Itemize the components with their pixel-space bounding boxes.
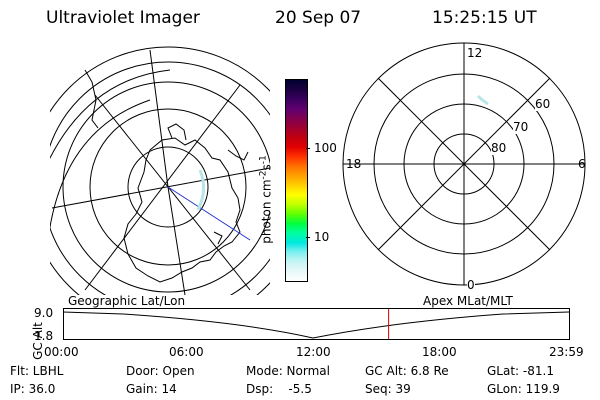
mlt-label-18: 18: [346, 157, 362, 171]
timeline-tick-0600: 06:00: [169, 345, 204, 359]
date-label: 20 Sep 07: [275, 8, 362, 28]
instrument-title: Ultraviolet Imager: [46, 8, 200, 28]
geographic-map: [50, 46, 270, 295]
lat-circle: [50, 46, 270, 295]
lat-circle: [62, 81, 270, 293]
lon-line: [167, 186, 186, 295]
lat-circle: [127, 146, 209, 228]
colorbar-tick-mark: [306, 148, 310, 149]
mlt-label-12: 12: [467, 46, 483, 60]
ip-info: IP: 36.0: [10, 382, 56, 396]
timeline-tick-1800: 18:00: [422, 345, 457, 359]
sun-direction-line: [167, 186, 251, 241]
mode-info: Mode: Normal: [246, 364, 330, 378]
timeline-tick-1200: 12:00: [296, 345, 331, 359]
timeline-tick-2359: 23:59: [549, 345, 584, 359]
lat-label-80: 80: [491, 141, 507, 155]
polar-diagonal: [377, 77, 551, 251]
glon-info: GLon: 119.9: [487, 382, 560, 396]
glat-info: GLat: -81.1: [487, 364, 554, 378]
door-info: Door: Open: [126, 364, 195, 378]
lat-label-60: 60: [535, 97, 551, 111]
mlt-label-0: 0: [467, 278, 475, 292]
colorbar-unit-label: photon cm-2s-1: [258, 155, 274, 244]
altitude-timeline: [63, 308, 570, 340]
colorbar-tick-mark: [306, 237, 310, 238]
coastline: [213, 231, 223, 245]
auroral-emission: [476, 94, 489, 106]
timeline-y-top: 9.0: [34, 306, 54, 320]
lat-circle: [89, 108, 247, 266]
geographic-label: Geographic Lat/Lon: [68, 294, 186, 308]
magnetic-polar-plot: [342, 42, 586, 286]
lat-curve: [50, 69, 171, 160]
lon-line: [94, 94, 251, 291]
auroral-emission: [196, 169, 205, 211]
coastline: [167, 123, 187, 141]
filter-info: Flt: LBHL: [10, 364, 64, 378]
timeline-y-bottom: 1.8: [34, 329, 54, 343]
colorbar: [285, 79, 308, 282]
lat-label-70: 70: [513, 120, 529, 134]
dsp-info: Dsp: -5.5: [246, 382, 312, 396]
gain-info: Gain: 14: [126, 382, 177, 396]
lon-line: [51, 167, 270, 209]
time-label: 15:25:15 UT: [432, 8, 537, 28]
lat-curve: [50, 99, 151, 231]
seq-info: Seq: 39: [365, 382, 411, 396]
lat-circle: [50, 61, 270, 295]
gc-alt-info: GC Alt: 6.8 Re: [365, 364, 449, 378]
timeline-tick-0000: 00:00: [44, 345, 79, 359]
lon-line: [84, 84, 241, 291]
colorbar-tick-10: 10: [314, 230, 330, 244]
coastline: [227, 149, 249, 161]
apex-label: Apex MLat/MLT: [423, 294, 513, 308]
mlt-label-6: 6: [578, 157, 586, 171]
altitude-curve: [63, 311, 570, 339]
timeline-frame: [63, 308, 570, 340]
colorbar-tick-100: 100: [314, 141, 337, 155]
coastline: [123, 137, 241, 283]
